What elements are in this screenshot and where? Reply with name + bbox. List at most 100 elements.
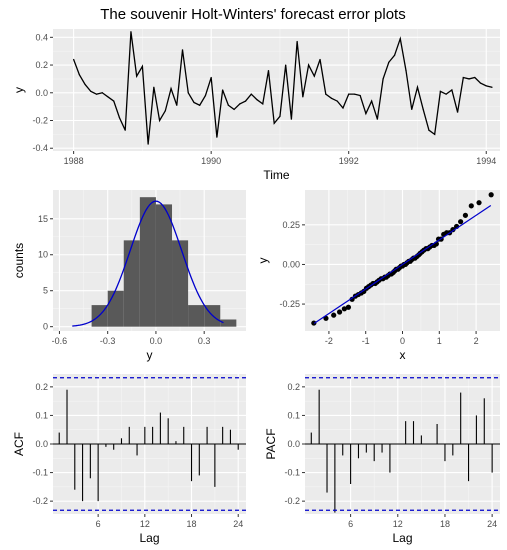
qq-point: [336, 309, 343, 315]
hist-bar: [188, 305, 205, 327]
hist-ytick-label: 15: [38, 214, 48, 224]
ts-point: [147, 143, 149, 145]
ts-point: [416, 86, 419, 88]
ts-panel: 1988 1990 1992 1994 -0.4 -0.2 0.0 0.2 0.4 Time y: [12, 29, 500, 182]
qq-ytick-label: 0.00: [282, 259, 300, 269]
ts-point: [485, 85, 487, 87]
pacf-ytick-label: 0.2: [287, 382, 300, 392]
hist-xtick-label: -0.3: [100, 336, 116, 346]
ts-point: [325, 93, 327, 95]
ts-xtick-label: 1988: [64, 156, 84, 166]
ts-xtick-label: 1992: [339, 156, 359, 166]
ts-point: [319, 58, 321, 61]
ts-point: [405, 69, 407, 72]
hist-xtick-label: -0.6: [52, 336, 68, 346]
ts-point: [73, 58, 75, 61]
hist-ytick-label: 10: [38, 250, 48, 260]
qq-point: [450, 227, 456, 233]
ts-point: [262, 103, 264, 105]
pacf-ylabel: PACF: [264, 428, 278, 459]
ts-point: [187, 92, 189, 94]
ts-point: [239, 103, 241, 105]
ts-point: [199, 104, 201, 106]
ts-point: [468, 78, 470, 80]
acf-xtick-label: 6: [96, 519, 101, 529]
qq-point: [311, 320, 317, 326]
ts-point: [290, 118, 292, 120]
ts-point: [330, 97, 333, 99]
ts-point: [393, 54, 396, 56]
ts-ytick-label: -0.4: [32, 143, 48, 153]
ts-point: [130, 31, 132, 33]
ts-point: [353, 93, 356, 95]
qq-xtick-label: 2: [474, 336, 479, 346]
ts-point: [273, 122, 275, 124]
qq-point: [488, 192, 494, 198]
ts-point: [491, 86, 493, 88]
ts-point: [307, 64, 310, 66]
ts-point: [181, 49, 184, 51]
ts-point: [456, 111, 459, 113]
ts-point: [474, 76, 476, 79]
qq-panel: -2 -1 0 1 2 -0.25 0.00 0.25 x y: [256, 190, 500, 362]
ts-ytick-label: -0.2: [32, 116, 48, 126]
ts-point: [118, 117, 121, 119]
qq-xtick-label: 0: [400, 336, 405, 346]
qq-ytick-label: 0.25: [282, 220, 300, 230]
qq-xtick-label: -2: [325, 336, 333, 346]
ts-point: [153, 86, 155, 88]
pacf-xlabel: Lag: [392, 531, 412, 545]
ts-point: [227, 104, 229, 106]
qq-point: [476, 200, 482, 206]
pacf-ytick-label: 0.1: [287, 410, 300, 420]
acf-xtick-label: 18: [187, 519, 197, 529]
ts-point: [439, 90, 441, 92]
qq-xtick-label: 1: [437, 336, 442, 346]
ts-point: [371, 100, 373, 102]
pacf-xtick-label: 24: [487, 519, 497, 529]
acf-ytick-label: -0.1: [32, 468, 48, 478]
ts-point: [451, 89, 453, 91]
ts-point: [107, 96, 109, 98]
acf-xlabel: Lag: [139, 531, 159, 545]
ts-point: [210, 76, 212, 79]
ts-point: [422, 108, 424, 111]
pacf-xtick-label: 18: [440, 519, 450, 529]
ts-point: [279, 115, 281, 117]
ts-point: [348, 93, 350, 95]
hist-xtick-label: 0.3: [198, 336, 211, 346]
ts-point: [256, 99, 258, 101]
pacf-ytick-label: 0.0: [287, 439, 300, 449]
ts-point: [90, 90, 92, 92]
qq-point: [349, 296, 355, 302]
qq-point: [468, 203, 474, 209]
ts-ytick-label: 0.0: [35, 88, 48, 98]
ts-point: [445, 93, 447, 95]
pacf-xtick-label: 12: [393, 519, 403, 529]
ts-xtick-label: 1990: [201, 156, 221, 166]
ts-point: [101, 92, 103, 94]
hist-bar: [155, 204, 173, 327]
ts-point: [84, 83, 86, 86]
acf-ytick-label: 0.0: [35, 439, 48, 449]
ts-point: [244, 100, 247, 102]
qq-point: [341, 306, 347, 312]
ts-point: [222, 89, 224, 91]
pacf-panel: 6 12 18 24 -0.2 -0.1 0.0 0.1 0.2 Lag PACF: [264, 374, 500, 545]
qq-point: [458, 219, 464, 225]
hist-ytick-label: 5: [43, 286, 48, 296]
hist-bar: [107, 290, 124, 327]
qq-grid: [305, 190, 500, 331]
ts-point: [376, 118, 378, 120]
figure-title: The souvenir Holt-Winters' forecast erro…: [100, 6, 405, 23]
ts-point: [158, 119, 161, 122]
hist-xtick-label: 0.0: [150, 336, 163, 346]
qq-point: [331, 312, 337, 318]
ts-point: [382, 78, 384, 80]
ts-xtick-label: 1994: [476, 156, 496, 166]
ts-point: [176, 104, 178, 106]
hist-panel: -0.6 -0.3 0.0 0.3 0 5 10 15 y counts: [12, 190, 246, 362]
pacf-ytick-label: -0.1: [284, 468, 300, 478]
ts-point: [342, 107, 344, 109]
